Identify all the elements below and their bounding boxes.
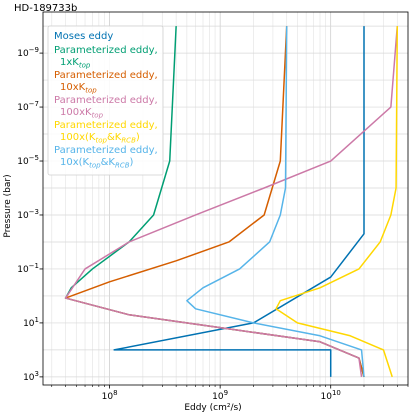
y-tick-label: 10−1: [17, 262, 39, 275]
series-line-3: [64, 26, 399, 377]
y-tick-label: 10−9: [17, 46, 39, 59]
legend-entry-5: Parameterized eddy,: [54, 145, 158, 156]
legend-box: [47, 25, 164, 176]
y-tick-label: 10−7: [17, 100, 39, 113]
legend-entry-3-detail: 100xKtop: [60, 107, 104, 120]
legend-entry-2-detail: 10xKtop: [60, 82, 97, 95]
series-line-4: [275, 26, 399, 378]
plot-frame: [42, 11, 409, 386]
legend-entry-3: Parameterized eddy,: [54, 95, 158, 106]
x-tick-label: 1010: [321, 389, 341, 402]
legend-entry-2: Parameterized eddy,: [54, 70, 158, 81]
legend-entry-1: Parameterized eddy,: [54, 45, 158, 56]
series-line-5: [186, 26, 365, 377]
y-tick-label: 103: [23, 370, 39, 383]
x-axis-label: Eddy (cm²/s): [184, 403, 241, 413]
x-tick-label: 109: [212, 389, 228, 402]
series-group: [64, 26, 399, 378]
ticks: 108 109 1010 10−9 10−7 10−5 10−3 10−1 101 103: [17, 46, 409, 402]
legend-entry-1-detail: 1xKtop: [60, 57, 91, 70]
legend-entry-5-detail: 10x(Ktop&KRCB): [60, 157, 134, 170]
x-tick-label: 108: [102, 389, 118, 402]
y-axis-label: Pressure (bar): [3, 174, 13, 237]
y-tick-label: 10−3: [17, 208, 39, 221]
chart-title: HD-189733b: [14, 3, 77, 14]
y-tick-label: 101: [23, 316, 39, 329]
legend-entry-0: Moses eddy: [54, 31, 113, 42]
legend-entry-4: Parameterized eddy,: [54, 120, 158, 131]
y-tick-label: 10−5: [17, 154, 39, 167]
legend-entry-4-detail: 100x(Ktop&KRCB): [60, 132, 140, 145]
